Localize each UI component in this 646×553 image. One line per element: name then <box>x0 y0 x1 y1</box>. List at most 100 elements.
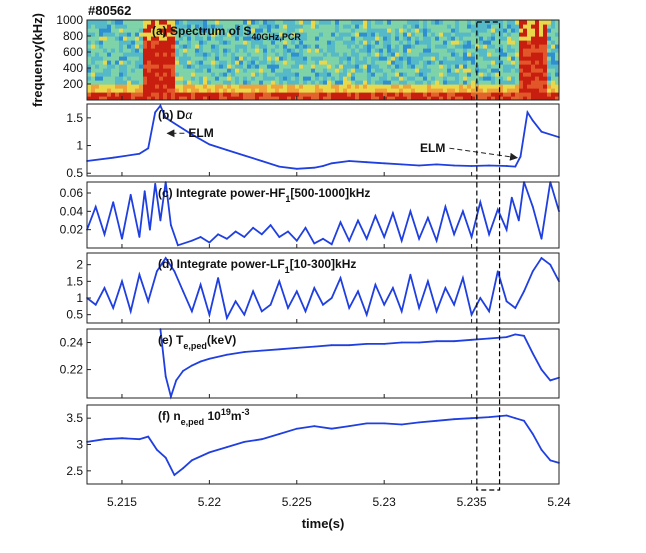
spectrogram-cell <box>127 48 132 53</box>
spectrogram-cell <box>143 48 148 53</box>
data-point-b <box>174 123 176 125</box>
spectrogram-cell <box>139 48 144 53</box>
spectrogram-cell <box>367 72 372 77</box>
spectrogram-cell <box>291 72 296 77</box>
spectrogram-cell <box>267 92 272 97</box>
spectrogram-cell <box>155 88 160 93</box>
spectrogram-cell <box>415 72 420 77</box>
spectrogram-cell <box>275 56 280 61</box>
spectrogram-cell <box>159 76 164 81</box>
spectrogram-cell <box>139 20 144 25</box>
spectrogram-cell <box>235 44 240 49</box>
spectrogram-cell <box>223 40 228 45</box>
spectrogram-cell <box>159 80 164 85</box>
spectrogram-cell <box>251 52 256 57</box>
spectrogram-cell <box>331 88 336 93</box>
spectrogram-cell <box>291 76 296 81</box>
spectrogram-cell <box>439 52 444 57</box>
spectrogram-cell <box>147 28 152 33</box>
spectrogram-cell <box>539 44 544 49</box>
y-tick-label-d: 2 <box>76 258 83 272</box>
spectrogram-cell <box>459 44 464 49</box>
spectrogram-cell <box>331 44 336 49</box>
spectrogram-cell <box>527 80 532 85</box>
spectrogram-cell <box>331 72 336 77</box>
spectrogram-cell <box>531 84 536 89</box>
spectrogram-cell <box>227 60 232 65</box>
spectrogram-cell <box>511 64 516 69</box>
spectrogram-cell <box>311 92 316 97</box>
spectrogram-cell <box>379 92 384 97</box>
spectrogram-cell <box>275 44 280 49</box>
spectrogram-cell <box>311 56 316 61</box>
spectrogram-cell <box>495 84 500 89</box>
spectrogram-cell <box>375 68 380 73</box>
spectrogram-cell <box>171 68 176 73</box>
spectrogram-cell <box>503 44 508 49</box>
panel-c: 0.020.040.06(c) Integrate power-HF1[500-… <box>60 181 560 248</box>
spectrogram-cell <box>531 36 536 41</box>
spectrogram-cell <box>415 88 420 93</box>
spectrogram-cell <box>267 80 272 85</box>
spectrogram-cell <box>479 48 484 53</box>
spectrogram-cell <box>367 32 372 37</box>
spectrogram-cell <box>383 80 388 85</box>
spectrogram-cell <box>251 60 256 65</box>
spectrogram-cell <box>179 48 184 53</box>
spectrogram-cell <box>207 48 212 53</box>
spectrogram-cell <box>491 36 496 41</box>
spectrogram-cell <box>287 24 292 29</box>
spectrogram-cell <box>535 72 540 77</box>
spectrogram-cell <box>147 60 152 65</box>
data-point-f <box>261 438 263 440</box>
spectrogram-cell <box>119 68 124 73</box>
spectrogram-cell <box>423 40 428 45</box>
spectrogram-cell <box>487 60 492 65</box>
spectrogram-cell <box>339 28 344 33</box>
spectrogram-cell <box>311 76 316 81</box>
spectrogram-cell <box>451 48 456 53</box>
spectrogram-cell <box>479 28 484 33</box>
spectrogram-cell <box>115 20 120 25</box>
spectrogram-cell <box>279 60 284 65</box>
data-point-e <box>532 353 534 355</box>
spectrogram-cell <box>503 68 508 73</box>
spectrogram-cell <box>335 36 340 41</box>
spectrogram-cell <box>399 32 404 37</box>
data-point-f <box>165 457 167 459</box>
spectrogram-cell <box>287 60 292 65</box>
spectrogram-cell <box>347 52 352 57</box>
spectrogram-cell <box>143 20 148 25</box>
spectrogram-cell <box>327 48 332 53</box>
spectrogram-cell <box>451 88 456 93</box>
spectrogram-cell <box>379 36 384 41</box>
spectrogram-cell <box>171 48 176 53</box>
spectrogram-cell <box>179 88 184 93</box>
spectrogram-cell <box>495 64 500 69</box>
spectrogram-cell <box>379 44 384 49</box>
data-point-e <box>401 342 403 344</box>
spectrogram-cell <box>259 52 264 57</box>
spectrogram-cell <box>91 20 96 25</box>
spectrogram-cell <box>423 68 428 73</box>
spectrogram-cell <box>323 80 328 85</box>
spectrogram-cell <box>179 92 184 97</box>
spectrogram-cell <box>343 92 348 97</box>
spectrogram-cell <box>391 76 396 81</box>
spectrogram-cell <box>503 20 508 25</box>
data-point-d <box>366 314 368 316</box>
spectrogram-cell <box>135 72 140 77</box>
spectrogram-cell <box>347 92 352 97</box>
spectrogram-cell <box>183 88 188 93</box>
spectrogram-cell <box>371 48 376 53</box>
spectrogram-cell <box>291 48 296 53</box>
spectrogram-cell <box>527 92 532 97</box>
spectrogram-cell <box>547 68 552 73</box>
spectrogram-cell <box>487 40 492 45</box>
spectrogram-cell <box>415 44 420 49</box>
spectrogram-cell <box>207 52 212 57</box>
spectrogram-cell <box>251 56 256 61</box>
spectrogram-cell <box>451 92 456 97</box>
spectrogram-cell <box>211 92 216 97</box>
